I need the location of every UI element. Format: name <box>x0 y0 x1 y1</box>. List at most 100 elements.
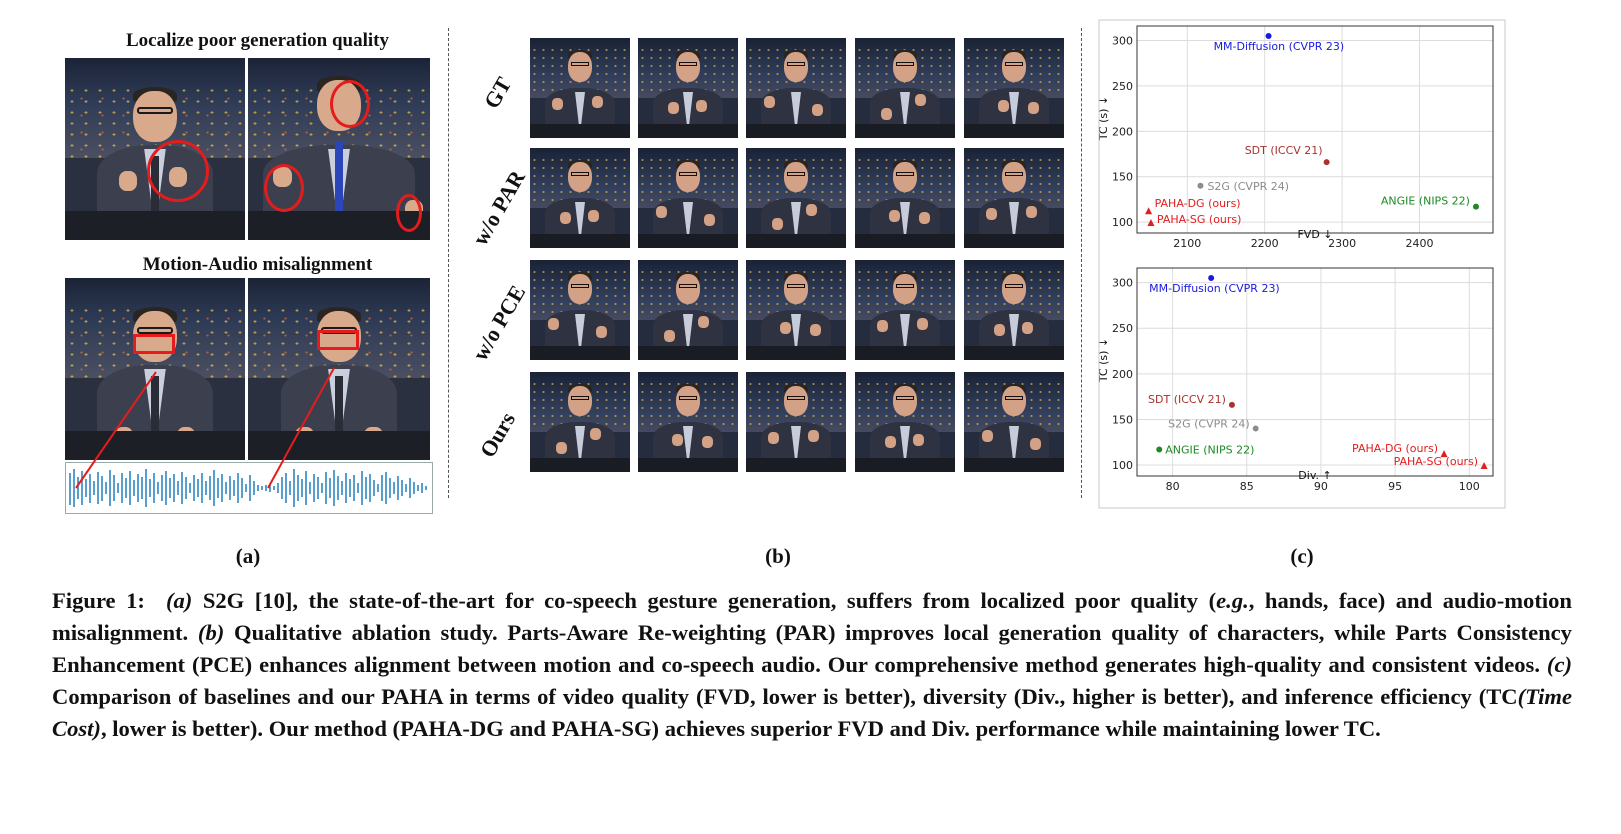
data-point-label: PAHA-SG (ours) <box>1394 455 1479 468</box>
data-point-label: PAHA-DG (ours) <box>1155 197 1241 210</box>
frame-thumbnail <box>746 260 846 360</box>
x-tick-label: 95 <box>1388 480 1402 493</box>
frame-poor-quality-left <box>65 58 245 240</box>
frame-thumbnail <box>638 372 738 472</box>
y-tick-label: 200 <box>1112 368 1133 381</box>
caption-eg: e.g. <box>1216 588 1249 613</box>
panel-c-scatter-plots: 2100 2200 2300 2400 100 150 200 250 300 FVD ↓ TC (… <box>1097 19 1506 509</box>
frame-thumbnail <box>530 38 630 138</box>
y-tick-label: 100 <box>1112 459 1133 472</box>
row-label-ours: Ours <box>474 407 521 462</box>
figure-caption: Figure 1: (a) S2G [10], the state-of-the… <box>52 585 1572 745</box>
panel-a-title-bottom: Motion-Audio misalignment <box>142 254 373 275</box>
x-tick-label: 2200 <box>1251 237 1279 250</box>
y-tick-label: 150 <box>1112 413 1133 426</box>
y-tick-label: 250 <box>1112 80 1133 93</box>
red-box-mouth-left <box>133 334 175 354</box>
caption-b-text: Qualitative ablation study. Parts-Aware … <box>52 620 1572 677</box>
y-axis-label: TC (s) ↓ <box>1097 96 1110 141</box>
caption-a-tag: (a) <box>165 588 193 613</box>
caption-tc-italic: (Time Cost) <box>52 684 1572 741</box>
red-box-mouth-right <box>317 330 359 350</box>
audio-waveform <box>65 462 433 514</box>
row-label-gt: GT <box>478 72 517 113</box>
sub-label-b: (b) <box>765 544 791 568</box>
red-circle-right-hand <box>396 194 422 232</box>
data-point-label: ANGIE (NIPS 22) <box>1381 195 1470 208</box>
frame-thumbnail <box>638 38 738 138</box>
x-tick-label: 85 <box>1240 480 1254 493</box>
frame-poor-quality-right <box>248 58 430 240</box>
plot-frame <box>1136 25 1494 234</box>
y-tick-label: 300 <box>1112 277 1133 290</box>
caption-c-text2: , lower is better). Our method (PAHA-DG … <box>100 716 1381 741</box>
red-circle-hands <box>147 140 209 202</box>
data-point-circle <box>1197 182 1204 189</box>
separator-b-c <box>1081 28 1082 498</box>
data-point-label: MM-Diffusion (CVPR 23) <box>1149 282 1280 295</box>
data-point-label: MM-Diffusion (CVPR 23) <box>1214 40 1345 53</box>
y-tick-label: 150 <box>1112 171 1133 184</box>
x-tick-label: 80 <box>1166 480 1180 493</box>
frame-thumbnail <box>964 148 1064 248</box>
plot-frame <box>1136 267 1494 477</box>
data-point-triangle <box>1145 207 1153 215</box>
y-tick-label: 300 <box>1112 35 1133 48</box>
data-point-label: PAHA-SG (ours) <box>1157 213 1242 226</box>
data-point-label: PAHA-DG (ours) <box>1352 442 1438 455</box>
row-label-wo-pce: w/o PCE <box>467 280 531 365</box>
row-label-wo-par: w/o PAR <box>467 165 530 250</box>
frame-thumbnail <box>746 38 846 138</box>
frame-thumbnail <box>964 38 1064 138</box>
frame-thumbnail <box>855 372 955 472</box>
x-tick-label: 90 <box>1314 480 1328 493</box>
frame-thumbnail <box>964 372 1064 472</box>
data-point-triangle <box>1147 219 1155 227</box>
x-tick-label: 100 <box>1459 480 1480 493</box>
sub-label-c: (c) <box>1290 544 1314 568</box>
frame-thumbnail <box>855 148 955 248</box>
frame-misalign-right <box>248 278 430 460</box>
panel-b: GT w/o PAR w/o PCE Ours <box>460 30 1070 480</box>
x-tick-label: 2400 <box>1405 237 1433 250</box>
data-point-triangle <box>1480 461 1488 469</box>
panel-a-title-top: Localize poor generation quality <box>126 30 389 51</box>
data-point-label: ANGIE (NIPS 22) <box>1165 444 1254 457</box>
data-point-label: SDT (ICCV 21) <box>1245 144 1323 157</box>
frame-thumbnail <box>530 260 630 360</box>
caption-b-tag: (b) <box>197 620 225 645</box>
data-point-triangle <box>1440 450 1448 458</box>
y-tick-label: 250 <box>1112 322 1133 335</box>
data-point-circle <box>1208 275 1215 282</box>
frame-thumbnail <box>746 148 846 248</box>
frame-thumbnail <box>530 372 630 472</box>
caption-a-text: S2G [10], the state-of-the-art for co-sp… <box>202 588 1217 613</box>
sub-label-a: (a) <box>235 544 261 568</box>
frame-thumbnail <box>638 148 738 248</box>
frame-thumbnail <box>855 260 955 360</box>
caption-fig: Figure 1: <box>52 588 145 613</box>
caption-c-tag: (c) <box>1546 652 1572 677</box>
data-point-label: S2G (CVPR 24) <box>1207 180 1289 193</box>
frame-thumbnail <box>638 260 738 360</box>
data-point-circle <box>1156 446 1163 453</box>
frame-thumbnail <box>964 260 1064 360</box>
data-point-label: S2G (CVPR 24) <box>1168 418 1250 431</box>
data-point-circle <box>1323 159 1330 166</box>
red-circle-face <box>330 80 370 128</box>
y-tick-label: 200 <box>1112 125 1133 138</box>
x-axis-label: FVD ↓ <box>1297 228 1332 241</box>
panel-c-border <box>1098 19 1506 509</box>
panel-a: Localize poor generation quality Motion-… <box>60 28 455 538</box>
x-axis-label: Div. ↑ <box>1298 469 1331 482</box>
misalign-link-lines <box>75 367 335 489</box>
caption-c-text: Comparison of baselines and our PAHA in … <box>52 684 1518 709</box>
y-axis-label: TC (s) ↓ <box>1097 338 1110 383</box>
frame-thumbnail <box>530 148 630 248</box>
separator-a-b <box>448 28 449 498</box>
x-tick-label: 2100 <box>1173 237 1201 250</box>
caption-a-text2: , hands, face) and audio-motion misalign… <box>52 588 1572 645</box>
x-tick-label: 2300 <box>1328 237 1356 250</box>
data-point-circle <box>1252 425 1259 432</box>
y-tick-label: 100 <box>1112 216 1133 229</box>
